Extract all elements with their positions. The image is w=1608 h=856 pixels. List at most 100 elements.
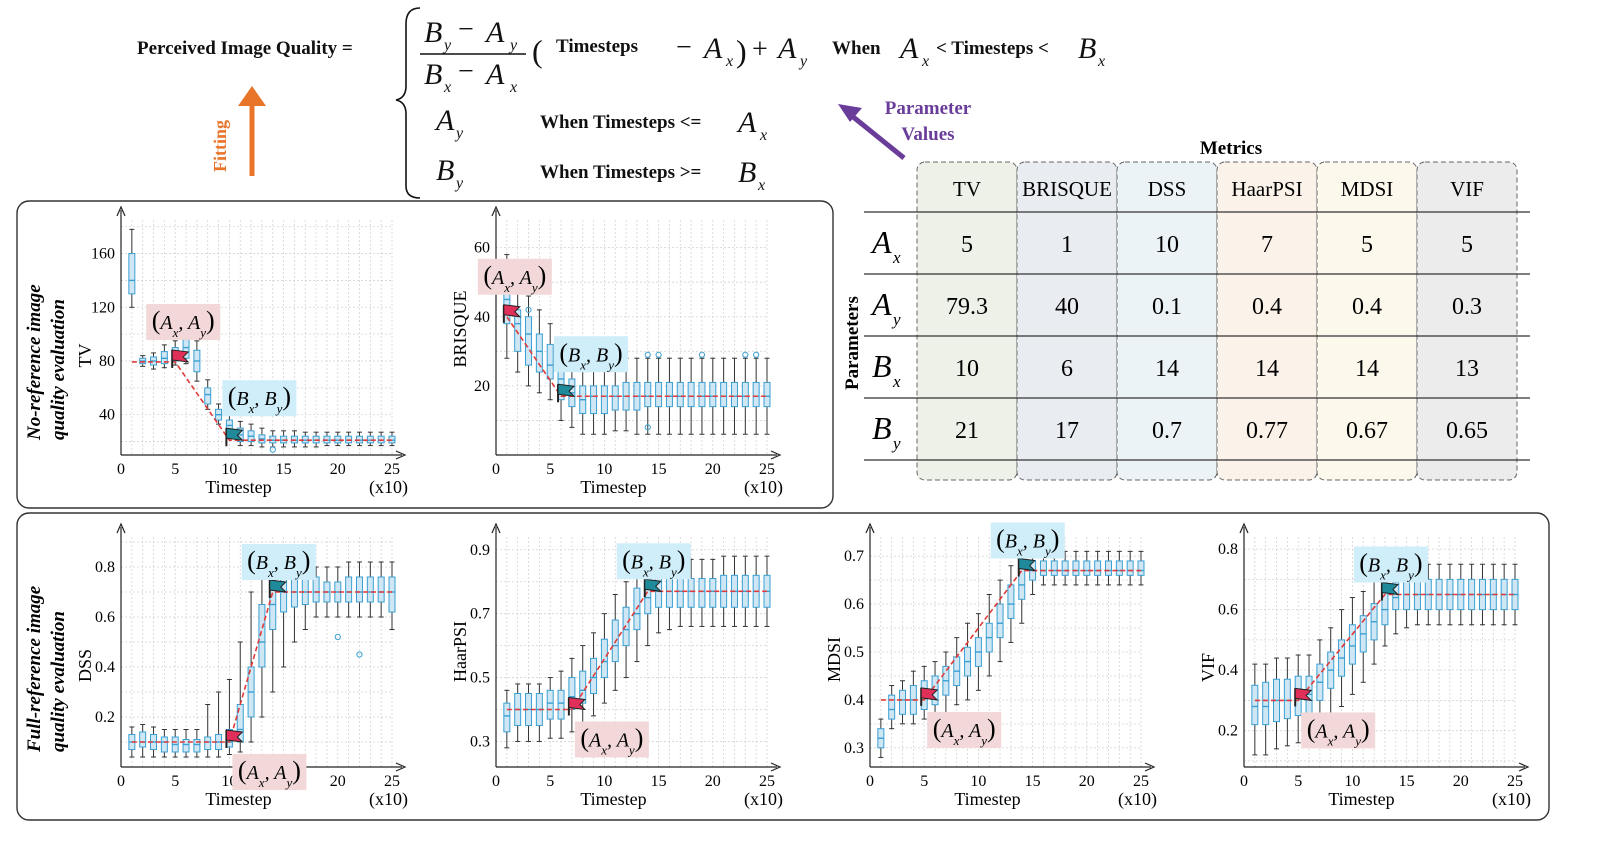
point-b-label-bg	[1353, 546, 1428, 583]
frac-den-b: B	[424, 58, 442, 91]
flag-a	[503, 304, 522, 318]
outlier-point	[644, 424, 651, 431]
x-tick-label: 25	[759, 773, 775, 790]
box	[600, 638, 608, 679]
x-tick-label: 25	[1507, 773, 1523, 790]
formula-ax-sub: x	[725, 53, 733, 70]
box	[535, 333, 543, 373]
formula-timesteps: Timesteps	[556, 36, 638, 57]
box	[579, 670, 587, 704]
x-tick-label: 0	[492, 773, 500, 790]
box	[698, 578, 706, 608]
frac-den-b-sub: x	[443, 79, 451, 96]
frac-den-a: A	[484, 58, 505, 91]
formula-ax: A	[702, 32, 723, 65]
y-tick-label: 0.2	[95, 709, 115, 726]
point-b-label-bg	[241, 544, 316, 580]
y-axis-title: MDSI	[824, 637, 844, 682]
x-tick-label: 15	[276, 461, 292, 478]
row-param-letter: B	[872, 348, 892, 384]
box	[312, 576, 320, 603]
table-cell: 40	[1055, 294, 1079, 320]
point-b-label: (Bx, By)	[1359, 549, 1422, 583]
box	[741, 381, 749, 408]
x-axis-arrow	[395, 762, 407, 772]
y-tick-label: 0.3	[470, 733, 490, 750]
box	[377, 576, 385, 603]
column-band-haarpsi	[1216, 161, 1318, 481]
x-axis-unit: (x10)	[369, 477, 408, 498]
box	[752, 381, 760, 408]
box	[698, 381, 706, 408]
x-tick-label: 0	[1240, 773, 1248, 790]
chart-mdsi: 0 5 10 15 20 25 0.3 0.4 0.5 0.6 0.7 Timestep (x10) MD…	[824, 522, 1157, 810]
outlier-point	[334, 633, 341, 641]
box	[730, 381, 738, 408]
point-b-label-bg	[222, 380, 297, 417]
formula: Perceived Image Quality = B y − A y B x …	[137, 7, 1105, 199]
point-a-label: (Ax, Ay)	[933, 714, 996, 748]
x-tick-label: 15	[1025, 773, 1041, 790]
flag-b	[1018, 557, 1037, 572]
y-tick-label: 0.6	[1218, 602, 1238, 619]
x-tick-label: 20	[330, 773, 346, 790]
flag-a	[568, 696, 587, 711]
table-cell: 0.77	[1246, 418, 1288, 444]
flag-b	[225, 427, 244, 441]
table-cell: 10	[1155, 232, 1179, 258]
case3-b: B	[436, 154, 454, 187]
x-tick-label: 10	[1344, 773, 1360, 790]
point-a-label: (Ax, Ay)	[483, 261, 546, 295]
table-title: Metrics	[1200, 138, 1262, 159]
box	[345, 576, 353, 603]
row-header-label: Parameters	[842, 296, 863, 390]
case2-ax-sub: x	[759, 127, 767, 144]
point-a-label: (Ax, Ay)	[152, 306, 215, 340]
x-tick-label: 20	[705, 773, 721, 790]
formula-when: When	[832, 38, 881, 59]
column-band-vif	[1416, 161, 1518, 481]
formula-cond3: When Timesteps >=	[540, 162, 701, 183]
point-b-label: (Bx, By)	[228, 382, 291, 416]
formula-cond2: When Timesteps <=	[540, 112, 701, 133]
point-a-label-bg	[1301, 712, 1376, 749]
group-label-nr-2: quality evaluation	[48, 299, 69, 440]
point-a-label: (Ax, Ay)	[238, 756, 301, 790]
table-cell: 14	[1355, 356, 1379, 382]
y-tick-label: 0.6	[844, 596, 864, 613]
x-tick-label: 10	[221, 461, 237, 478]
column-band-mdsi	[1316, 161, 1418, 481]
box	[204, 736, 212, 750]
y-axis-title: BRISQUE	[450, 290, 470, 367]
box	[644, 381, 652, 408]
fit-line	[506, 316, 767, 398]
box	[1137, 560, 1145, 576]
box	[687, 578, 695, 608]
table-cell: 13	[1455, 356, 1479, 382]
box	[366, 576, 374, 603]
y-tick-label: 0.5	[470, 670, 490, 687]
x-axis-unit: (x10)	[744, 789, 783, 810]
box	[1072, 560, 1080, 576]
flag-a	[225, 729, 244, 743]
y-tick-label: 0.7	[470, 606, 490, 623]
x-axis-title: Timestep	[954, 789, 1020, 809]
table-cell: 0.4	[1352, 294, 1382, 320]
box	[590, 385, 598, 415]
y-tick-label: 80	[99, 353, 115, 370]
y-tick-label: 0.4	[95, 659, 115, 676]
frac-den-minus: −	[458, 56, 474, 87]
y-tick-label: 120	[91, 299, 115, 316]
box	[1348, 624, 1356, 665]
y-axis-title: HaarPSI	[450, 621, 470, 682]
y-tick-label: 0.9	[470, 542, 490, 559]
outlier-point	[525, 306, 532, 313]
flag-b	[557, 383, 576, 397]
box	[1115, 560, 1123, 576]
x-axis-arrow	[1144, 762, 1156, 772]
box	[611, 385, 619, 411]
full-reference-group-frame	[16, 512, 1550, 821]
box	[709, 578, 717, 608]
param-arrow-head	[838, 104, 862, 122]
